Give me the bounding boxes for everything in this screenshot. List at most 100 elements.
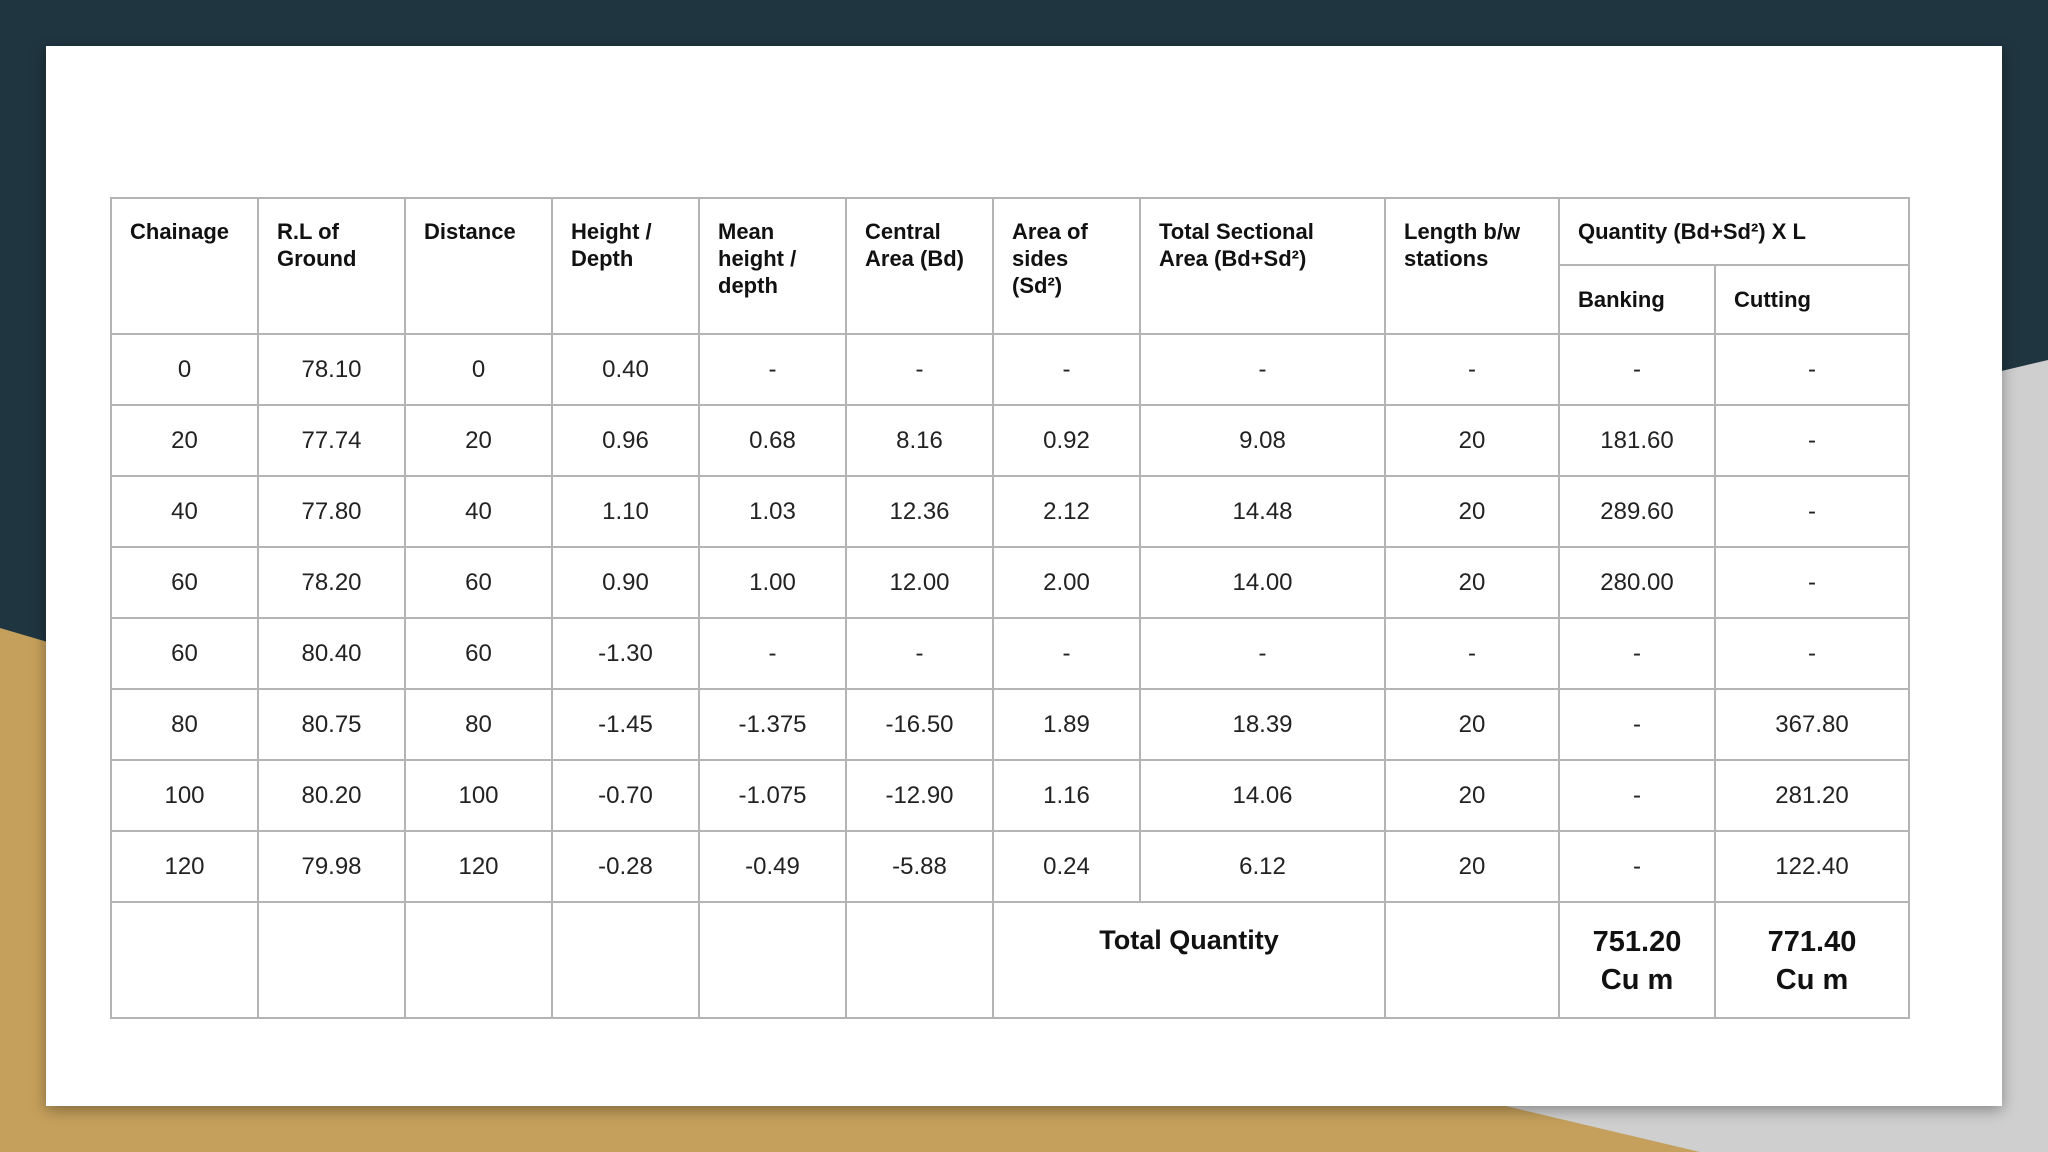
table-cell: 60 [110, 546, 259, 619]
table-cell: -0.49 [698, 830, 847, 903]
table-cell: 40 [404, 475, 553, 548]
header-area-sides: Area of sides (Sd²) [992, 197, 1141, 335]
table-cell: 60 [404, 617, 553, 690]
table-cell: - [992, 333, 1141, 406]
table-cell: 78.10 [257, 333, 406, 406]
total-empty-cell [110, 901, 259, 1019]
table-cell: 1.89 [992, 688, 1141, 761]
table-cell: 20 [110, 404, 259, 477]
table-cell: - [1713, 404, 1911, 477]
header-cutting: Cutting [1713, 264, 1911, 335]
table-cell: - [1558, 617, 1716, 690]
header-mean-height: Mean height / depth [698, 197, 847, 335]
table-cell: 20 [1384, 759, 1560, 832]
table-cell: -0.70 [551, 759, 700, 832]
table-cell: 20 [1384, 404, 1560, 477]
table-cell: - [1139, 333, 1386, 406]
table-cell: - [1713, 333, 1911, 406]
table-cell: 80.20 [257, 759, 406, 832]
table-cell: - [845, 617, 994, 690]
table-cell: -1.30 [551, 617, 700, 690]
table-cell: 0.92 [992, 404, 1141, 477]
table-cell: 122.40 [1713, 830, 1911, 903]
table-cell: 14.06 [1139, 759, 1386, 832]
header-height-depth: Height / Depth [551, 197, 700, 335]
table-row: 80 80.75 80 -1.45 -1.375 -16.50 1.89 18.39 20-36… [110, 688, 1911, 761]
header-total-sectional-area: Total Sectional Area (Bd+Sd²) [1139, 197, 1386, 335]
table-cell: 80.75 [257, 688, 406, 761]
table-cell: 367.80 [1713, 688, 1911, 761]
table-cell: 77.74 [257, 404, 406, 477]
total-cutting: 771.40 Cu m [1713, 901, 1911, 1019]
table-cell: 80 [404, 688, 553, 761]
table-cell: 0 [110, 333, 259, 406]
table-cell: 80 [110, 688, 259, 761]
table-row: 100 80.20 100 -0.70 -1.075 -12.90 1.16 14.06 20-… [110, 759, 1911, 832]
table-cell: 100 [110, 759, 259, 832]
table-cell: 120 [110, 830, 259, 903]
total-empty-cell [551, 901, 700, 1019]
table-cell: -1.45 [551, 688, 700, 761]
table-cell: - [1713, 475, 1911, 548]
table-cell: -16.50 [845, 688, 994, 761]
table-row: 40 77.80 40 1.10 1.03 12.36 2.12 14.48 20 289.60- [110, 475, 1911, 548]
table-cell: 20 [1384, 688, 1560, 761]
table-cell: 14.00 [1139, 546, 1386, 619]
header-banking: Banking [1558, 264, 1716, 335]
header-quantity: Quantity (Bd+Sd²) X L [1557, 197, 1911, 266]
table-row: 0 78.10 0 0.40- - - - - - - [110, 333, 1911, 406]
table-cell: 20 [404, 404, 553, 477]
table-cell: 20 [1384, 546, 1560, 619]
header-length-stations: Length b/w stations [1384, 197, 1560, 335]
table-body: 0 78.10 0 0.40- - - - - - -20 77.74 20 0.96 0.68 8.16 0… [110, 333, 1911, 903]
table-cell: - [698, 333, 847, 406]
table-cell: - [1384, 333, 1560, 406]
total-cutting-value: 771.40 [1767, 926, 1857, 958]
table-cell: 8.16 [845, 404, 994, 477]
table-cell: 80.40 [257, 617, 406, 690]
table-cell: 100 [404, 759, 553, 832]
total-cutting-unit: Cu m [1775, 964, 1849, 996]
total-empty-cell [257, 901, 406, 1019]
table-cell: 1.03 [698, 475, 847, 548]
table-cell: 6.12 [1139, 830, 1386, 903]
total-banking-value: 751.20 [1592, 926, 1682, 958]
table-cell: 280.00 [1558, 546, 1716, 619]
table-cell: - [1713, 546, 1911, 619]
table-cell: 77.80 [257, 475, 406, 548]
slide-card: Chainage R.L of Ground Distance Height /… [46, 46, 2002, 1106]
total-empty-cell [404, 901, 553, 1019]
table-cell: 0.68 [698, 404, 847, 477]
table-cell: -12.90 [845, 759, 994, 832]
table-cell: 1.16 [992, 759, 1141, 832]
header-central-area: Central Area (Bd) [845, 197, 994, 335]
table-row: 120 79.98 120 -0.28 -0.49 -5.88 0.24 6.12 20-122… [110, 830, 1911, 903]
table-cell: - [992, 617, 1141, 690]
table-row: 60 80.40 60 -1.30- - - - - - - [110, 617, 1911, 690]
table-cell: 60 [404, 546, 553, 619]
earthwork-quantity-table: Chainage R.L of Ground Distance Height /… [110, 197, 1911, 1019]
total-banking: 751.20 Cu m [1558, 901, 1716, 1019]
table-row: 20 77.74 20 0.96 0.68 8.16 0.92 9.08 20 181.60- [110, 404, 1911, 477]
table-cell: 0.90 [551, 546, 700, 619]
table-cell: -1.375 [698, 688, 847, 761]
table-cell: -5.88 [845, 830, 994, 903]
table-cell: 2.00 [992, 546, 1141, 619]
table-cell: -0.28 [551, 830, 700, 903]
table-cell: - [1384, 617, 1560, 690]
table-cell: 2.12 [992, 475, 1141, 548]
total-empty-cell [845, 901, 994, 1019]
total-empty-cell [698, 901, 847, 1019]
table-cell: 78.20 [257, 546, 406, 619]
table-cell: 0 [404, 333, 553, 406]
table-cell: 12.36 [845, 475, 994, 548]
total-empty-cell [1384, 901, 1560, 1019]
table-cell: 120 [404, 830, 553, 903]
header-rl-ground: R.L of Ground [257, 197, 406, 335]
table-cell: 1.00 [698, 546, 847, 619]
table-cell: - [1558, 759, 1716, 832]
table-cell: 60 [110, 617, 259, 690]
table-cell: - [1558, 688, 1716, 761]
total-quantity-label: Total Quantity [992, 901, 1386, 1019]
table-cell: - [845, 333, 994, 406]
